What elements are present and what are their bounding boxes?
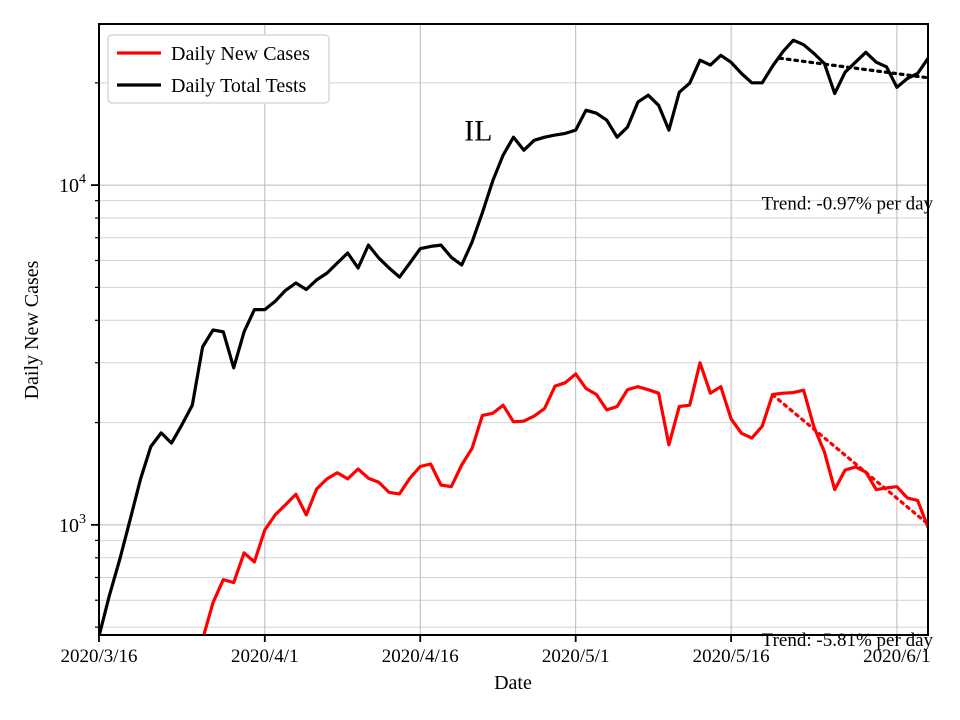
legend: Daily New Cases Daily Total Tests [107,34,330,104]
legend-label-daily-new-cases: Daily New Cases [171,43,310,65]
x-tick-label: 2020/3/16 [60,646,137,667]
x-tick-label: 2020/4/1 [231,646,299,667]
trend-dotted-line-0 [778,56,928,80]
legend-box [107,34,330,104]
trend-label-tests: Trend: -0.97% per day [762,193,934,214]
x-tick-label: 2020/6/1 [863,646,931,667]
gridlines [99,24,928,635]
y-axis-title: Daily New Cases [21,260,43,399]
x-axis-title: Date [494,672,532,694]
x-tick-label: 2020/5/1 [542,646,610,667]
legend-label-daily-total-tests: Daily Total Tests [171,75,307,97]
x-tick-label: 2020/5/16 [693,646,770,667]
axis-ticks: 103 104 2020/3/16 2020/4/1 2020/4/16 2020/5/1… [59,82,931,667]
daily-total-tests-line [99,38,928,635]
plot-frame [98,23,929,636]
state-annotation: IL [464,114,492,147]
trend-label-cases: Trend: -5.81% per day [762,630,934,651]
plot-series [99,38,928,635]
daily-new-cases-line [202,361,928,635]
x-tick-label: 2020/4/16 [382,646,459,667]
y-tick-label: 104 [59,172,86,197]
trend-dotted-line-1 [770,393,928,526]
y-tick-label: 103 [59,512,86,537]
